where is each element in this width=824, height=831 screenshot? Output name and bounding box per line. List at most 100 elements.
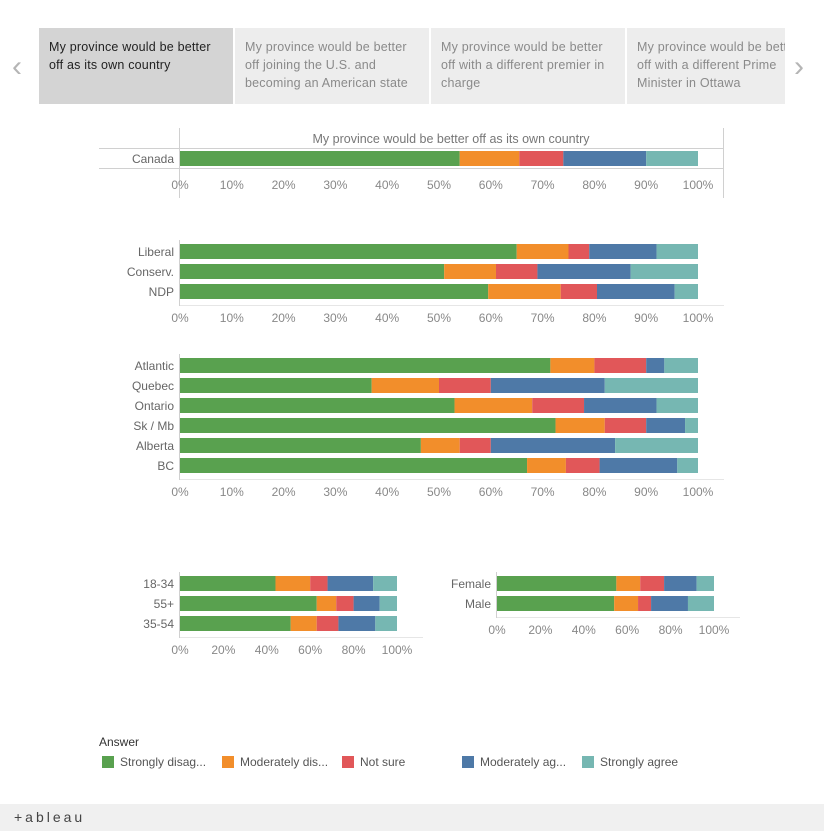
bar-segment (497, 576, 617, 591)
x-tick-label: 10% (220, 485, 244, 499)
x-tick-label: 60% (298, 643, 322, 657)
legend-label: Strongly agree (600, 755, 679, 769)
x-tick-label: 50% (427, 485, 451, 499)
tab-different-premier[interactable]: My province would be better off with a d… (431, 28, 625, 104)
x-tick-label: 0% (171, 311, 189, 325)
legend-label: Moderately ag... (480, 755, 567, 769)
bar-segment (180, 576, 276, 591)
category-label: 18-34 (143, 577, 174, 591)
question-tabs: My province would be better off as its o… (39, 28, 785, 104)
bar-segment (614, 596, 639, 611)
x-tick-label: 60% (615, 623, 639, 637)
bar-segment (373, 576, 397, 591)
x-tick-label: 20% (211, 643, 235, 657)
category-label: Atlantic (135, 359, 174, 373)
x-tick-label: 50% (427, 178, 451, 192)
bar-segment (615, 438, 698, 453)
bar-segment (275, 576, 311, 591)
bar-segment (687, 596, 714, 611)
bar-segment (375, 616, 397, 631)
bar-segment (290, 616, 317, 631)
bar-segment (379, 596, 397, 611)
x-tick-label: 80% (342, 643, 366, 657)
bar-segment (316, 616, 339, 631)
x-tick-label: 80% (659, 623, 683, 637)
legend-swatch (102, 756, 114, 768)
x-tick-label: 90% (634, 178, 658, 192)
bar-segment (604, 418, 647, 433)
category-label: Female (451, 577, 491, 591)
x-tick-label: 100% (699, 623, 730, 637)
bar-segment (180, 264, 445, 279)
x-tick-label: 30% (323, 178, 347, 192)
x-tick-label: 100% (683, 485, 714, 499)
bar-segment (338, 616, 376, 631)
footer-bar: +ableau (0, 804, 824, 831)
bar-segment (674, 284, 698, 299)
tab-different-prime-minister[interactable]: My province would be better off with a d… (627, 28, 785, 104)
x-tick-label: 0% (171, 485, 189, 499)
bar-segment (630, 264, 698, 279)
legend-item-moderately-agree[interactable]: Moderately ag... (462, 755, 566, 769)
bar-segment (459, 438, 491, 453)
bar-segment (180, 284, 489, 299)
prev-arrow-icon[interactable]: ‹ (12, 50, 22, 83)
x-tick-label: 100% (683, 178, 714, 192)
x-tick-label: 90% (634, 311, 658, 325)
x-tick-label: 80% (582, 485, 606, 499)
bar-segment (527, 458, 566, 473)
chart-title: My province would be better off as its o… (313, 132, 591, 146)
next-arrow-icon[interactable]: › (794, 50, 804, 83)
x-tick-label: 40% (375, 485, 399, 499)
x-tick-label: 50% (427, 311, 451, 325)
x-tick-label: 70% (531, 485, 555, 499)
bar-segment (180, 458, 528, 473)
x-tick-label: 10% (220, 311, 244, 325)
bar-segment (180, 398, 455, 413)
bar-segment (616, 576, 641, 591)
x-tick-label: 40% (255, 643, 279, 657)
legend-swatch (342, 756, 354, 768)
bar-segment (604, 378, 698, 393)
bar-segment (646, 151, 698, 166)
x-tick-label: 20% (528, 623, 552, 637)
bar-segment (589, 244, 657, 259)
x-tick-label: 0% (171, 643, 189, 657)
bar-segment (490, 438, 616, 453)
bar-segment (180, 438, 421, 453)
bar-segment (596, 284, 675, 299)
bar-segment (180, 418, 556, 433)
bar-segment (336, 596, 354, 611)
x-tick-label: 80% (582, 178, 606, 192)
tab-own-country[interactable]: My province would be better off as its o… (39, 28, 233, 104)
legend-item-strongly-agree[interactable]: Strongly agree (582, 755, 678, 769)
x-tick-label: 70% (531, 178, 555, 192)
bar-segment (664, 358, 698, 373)
tableau-logo[interactable]: +ableau (14, 809, 86, 825)
bar-segment (459, 151, 520, 166)
tab-join-us[interactable]: My province would be better off joining … (235, 28, 429, 104)
category-label: NDP (149, 285, 174, 299)
bar-segment (599, 458, 678, 473)
legend-item-strongly-disagree[interactable]: Strongly disag... (102, 755, 206, 769)
bar-segment (646, 418, 686, 433)
category-label: 35-54 (143, 617, 174, 631)
bar-segment (555, 418, 605, 433)
x-tick-label: 20% (272, 311, 296, 325)
bar-segment (353, 596, 380, 611)
x-tick-label: 0% (488, 623, 506, 637)
legend-label: Moderately dis... (240, 755, 329, 769)
legend-item-moderately-disagree[interactable]: Moderately dis... (222, 755, 328, 769)
x-tick-label: 0% (171, 178, 189, 192)
bar-segment (495, 264, 538, 279)
bar-segment (371, 378, 439, 393)
bar-segment (677, 458, 698, 473)
x-tick-label: 60% (479, 178, 503, 192)
x-tick-label: 20% (272, 485, 296, 499)
bar-segment (696, 576, 714, 591)
legend-swatch (582, 756, 594, 768)
x-tick-label: 90% (634, 485, 658, 499)
legend-title: Answer (99, 735, 140, 749)
bar-segment (646, 358, 665, 373)
legend-item-not-sure[interactable]: Not sure (342, 755, 405, 769)
